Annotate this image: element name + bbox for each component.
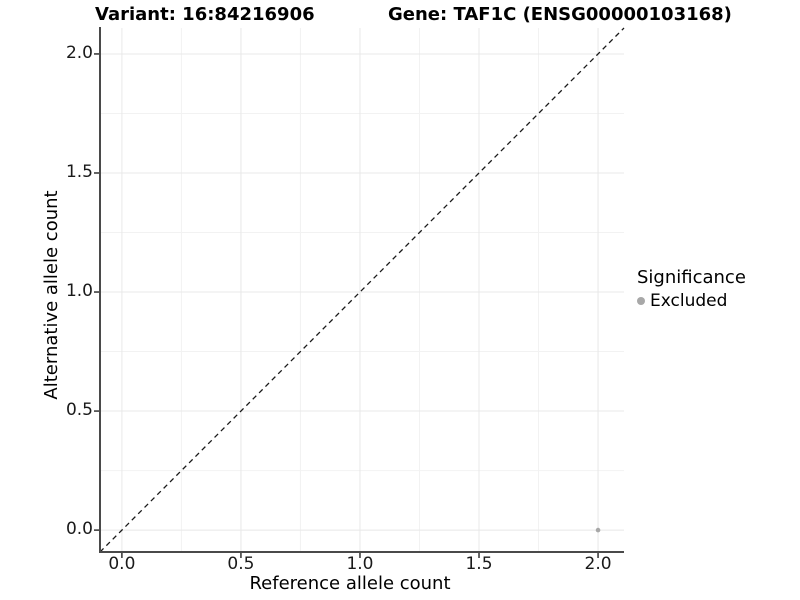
y-tick-label: 1.0 bbox=[65, 281, 93, 302]
y-tick-label: 1.5 bbox=[65, 161, 93, 182]
y-axis-label: Alternative allele count bbox=[41, 190, 62, 400]
x-tick-label: 0.0 bbox=[108, 554, 136, 574]
legend-item-label: Excluded bbox=[650, 291, 728, 311]
identity-dashed-line bbox=[99, 27, 625, 553]
plot-title-variant: Variant: 16:84216906 bbox=[95, 4, 315, 25]
x-tick-label: 1.5 bbox=[465, 554, 493, 574]
legend-title: Significance bbox=[637, 267, 746, 288]
legend: Significance Excluded bbox=[637, 267, 746, 311]
legend-item-excluded: Excluded bbox=[637, 291, 746, 311]
x-tick-label: 1.0 bbox=[346, 554, 374, 574]
y-tick-label: 2.0 bbox=[65, 42, 93, 63]
x-axis-label: Reference allele count bbox=[249, 573, 451, 594]
x-tick-label: 2.0 bbox=[584, 554, 612, 574]
data-point-excluded bbox=[595, 527, 601, 533]
y-tick-label: 0.0 bbox=[65, 519, 93, 540]
x-tick-label: 0.5 bbox=[227, 554, 255, 574]
y-tick-label: 0.5 bbox=[65, 400, 93, 421]
excluded-point-swatch-icon bbox=[637, 297, 645, 305]
plot-title-gene: Gene: TAF1C (ENSG00000103168) bbox=[388, 4, 732, 25]
